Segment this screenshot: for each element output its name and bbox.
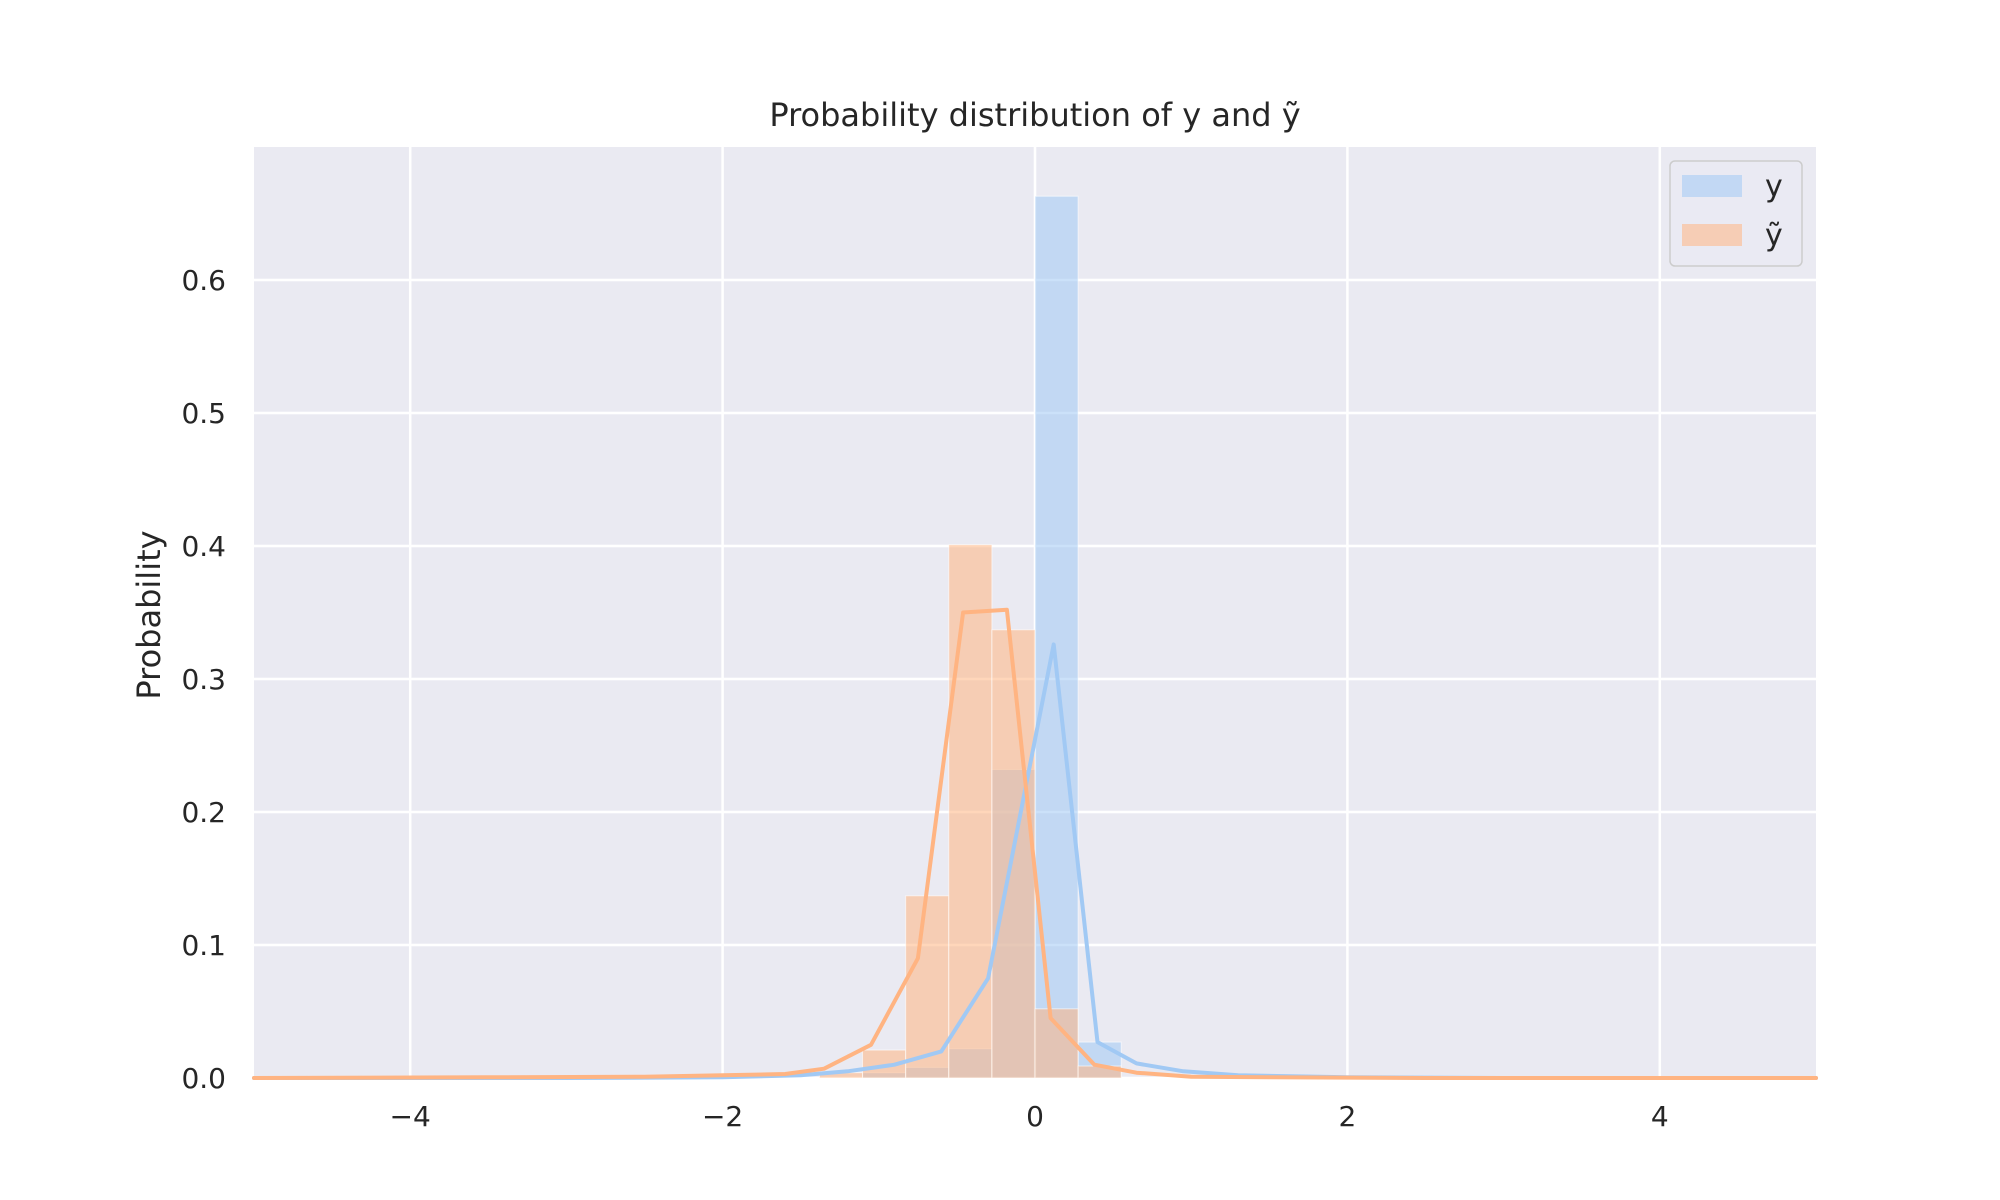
- histogram-bar: [948, 544, 993, 1079]
- y-tick-label: 0.3: [181, 663, 226, 696]
- x-axis-ticks: −4 −2 0 2 4: [390, 1100, 1669, 1133]
- y-tick-label: 0.5: [181, 397, 226, 430]
- legend-swatch-y: [1682, 175, 1742, 197]
- histogram-bars: [818, 195, 1122, 1079]
- histogram-bar: [1034, 195, 1079, 1079]
- kde-line-series-1: [252, 607, 1818, 1080]
- legend-swatch-y-tilde: [1682, 224, 1742, 246]
- y-axis-ticks: 0.0 0.1 0.2 0.3 0.4 0.5 0.6: [181, 264, 226, 1095]
- bars-series-1: [818, 544, 1122, 1079]
- y-tick-label: 0.2: [181, 796, 226, 829]
- y-tick-label: 0.0: [181, 1062, 226, 1095]
- legend: y ỹ: [1669, 160, 1803, 267]
- x-tick-label: 4: [1651, 1100, 1669, 1133]
- histogram-bar: [1034, 1008, 1079, 1079]
- chart-title: Probability distribution of y and ỹ: [769, 96, 1300, 134]
- y-tick-label: 0.4: [181, 530, 226, 563]
- x-tick-label: −2: [702, 1100, 743, 1133]
- x-tick-label: −4: [390, 1100, 431, 1133]
- y-axis-title: Probability: [130, 530, 168, 699]
- kde-lines: [252, 607, 1818, 1080]
- x-tick-label: 0: [1026, 1100, 1044, 1133]
- y-tick-label: 0.6: [181, 264, 226, 297]
- x-tick-label: 2: [1338, 1100, 1356, 1133]
- legend-label-y-tilde: ỹ: [1765, 218, 1783, 253]
- y-tick-label: 0.1: [181, 929, 226, 962]
- legend-label-y: y: [1765, 169, 1783, 204]
